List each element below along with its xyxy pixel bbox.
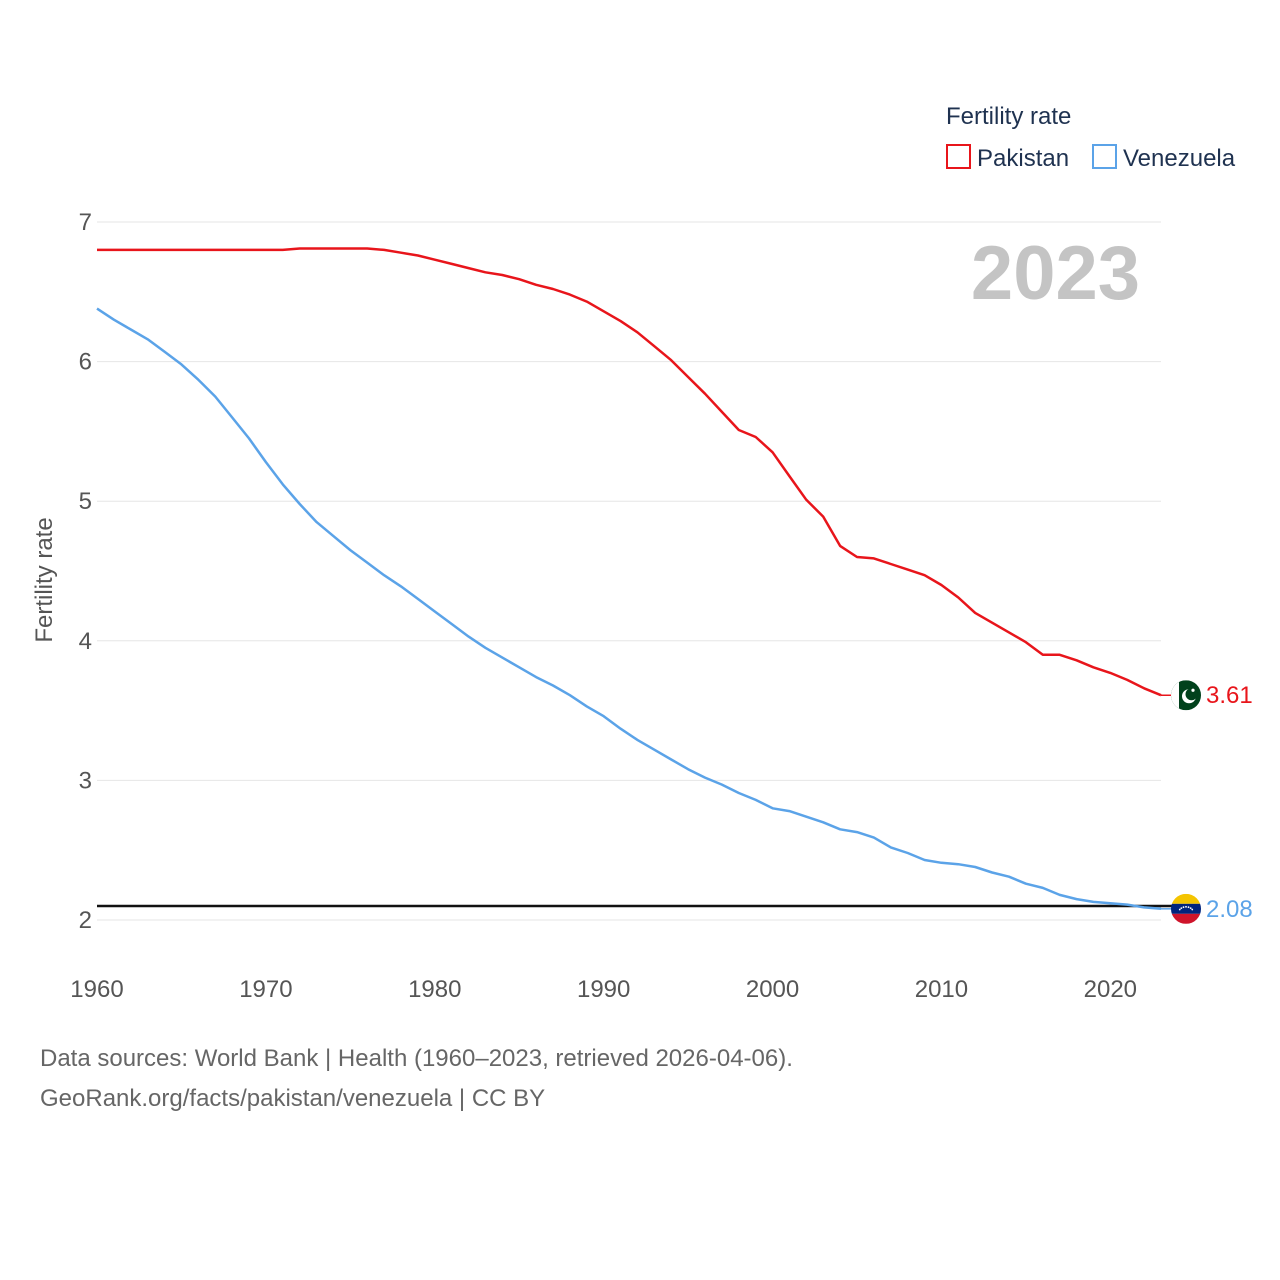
legend-title: Fertility rate <box>946 103 1071 130</box>
x-tick-label: 2000 <box>746 976 799 1003</box>
grid-lines <box>97 221 1161 921</box>
legend-swatch-venezuela[interactable] <box>1092 144 1117 169</box>
y-tick-label: 3 <box>79 767 92 794</box>
legend-label-pakistan[interactable]: Pakistan <box>977 145 1069 172</box>
legend: Fertility rate Pakistan Venezuela <box>946 103 1236 172</box>
end-value-label-pakistan: 3.61 <box>1206 682 1253 709</box>
series-line-pakistan[interactable] <box>97 247 1162 697</box>
series-lines <box>96 247 1162 911</box>
y-tick-label: 4 <box>79 628 92 655</box>
x-tick-label: 1960 <box>70 976 123 1003</box>
data-source-note: Data sources: World Bank | Health (1960–… <box>40 1045 793 1072</box>
venezuela-flag-icon <box>1171 893 1201 924</box>
series-line-venezuela[interactable] <box>96 307 1162 911</box>
x-tick-label: 1980 <box>408 976 461 1003</box>
y-axis-title: Fertility rate <box>31 517 58 642</box>
y-tick-label: 5 <box>79 488 92 515</box>
x-axis-ticks: 1960 1970 1980 1990 2000 2010 2020 <box>70 976 1137 1003</box>
legend-label-venezuela[interactable]: Venezuela <box>1123 145 1236 172</box>
x-tick-label: 2020 <box>1084 976 1137 1003</box>
y-tick-label: 6 <box>79 349 92 376</box>
year-label: 2023 <box>971 231 1140 316</box>
x-tick-label: 1990 <box>577 976 630 1003</box>
y-tick-label: 2 <box>79 907 92 934</box>
legend-swatch-pakistan[interactable] <box>946 144 971 169</box>
y-tick-label: 7 <box>79 209 92 236</box>
credit-link[interactable]: GeoRank.org/facts/pakistan/venezuela | C… <box>40 1085 546 1112</box>
y-axis-ticks: 2 3 4 5 6 7 <box>79 209 92 934</box>
pakistan-flag-icon <box>1171 680 1201 711</box>
x-tick-label: 2010 <box>915 976 968 1003</box>
end-markers: 3.61 2.08 <box>1161 680 1253 924</box>
end-value-label-venezuela: 2.08 <box>1206 896 1253 923</box>
x-tick-label: 1970 <box>239 976 292 1003</box>
